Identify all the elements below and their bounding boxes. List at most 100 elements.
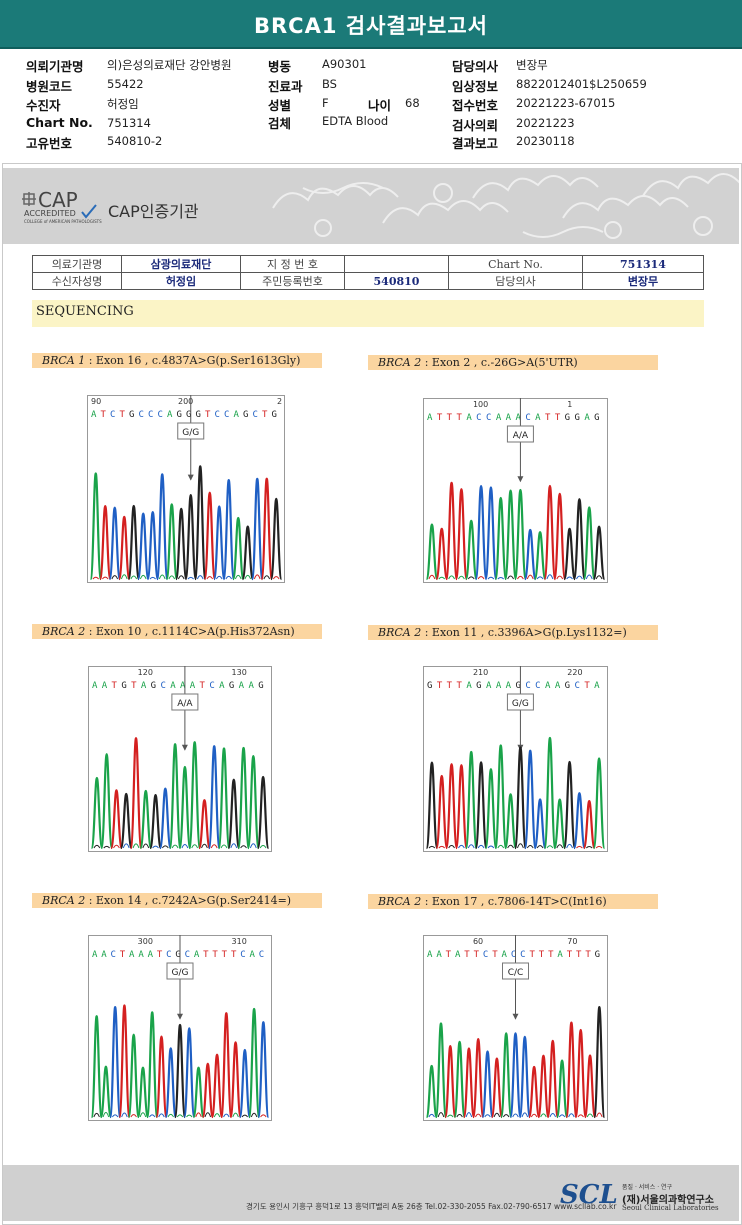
trace-peak xyxy=(582,506,596,581)
trace-noise xyxy=(577,1114,584,1118)
base-letter: T xyxy=(474,950,480,960)
base-letter: A xyxy=(506,413,512,423)
trace-peak xyxy=(592,525,606,581)
trace-noise xyxy=(232,1112,239,1118)
ward-label: 병동 xyxy=(268,59,292,74)
position-tick: 1 xyxy=(567,400,572,409)
table-cell: 의료기관명 xyxy=(32,255,122,273)
base-letter: C xyxy=(158,410,163,420)
trace-noise xyxy=(195,1112,202,1118)
call-arrowhead xyxy=(517,476,524,483)
clinical-label: 임상정보 xyxy=(452,79,499,94)
table-cell: 변장무 xyxy=(582,272,704,290)
position-tick: 310 xyxy=(232,937,247,946)
base-letter: C xyxy=(215,410,220,420)
position-tick: 2 xyxy=(277,397,282,406)
trace-noise xyxy=(152,845,159,849)
chromatogram: 60 70A A T A T T C T A C C T T T A T T T GC/C xyxy=(423,935,608,1121)
trace-peak xyxy=(434,1022,448,1119)
genotype-call: A/A xyxy=(177,699,193,709)
trace-peak xyxy=(260,477,274,581)
trace-noise xyxy=(517,575,524,580)
base-letter: C xyxy=(240,950,245,960)
scl-tagline: 품질 · 서비스 · 연구 xyxy=(622,1184,673,1191)
base-letter: T xyxy=(101,410,107,420)
position-tick: 220 xyxy=(567,668,582,677)
trace-noise xyxy=(576,575,583,580)
trace-noise xyxy=(516,843,524,849)
trace-peak xyxy=(220,1012,233,1119)
base-letter: A xyxy=(190,681,196,691)
trace-peak xyxy=(533,798,547,850)
trace-noise xyxy=(223,1113,230,1118)
trace-peak xyxy=(543,736,557,850)
trace-noise xyxy=(556,575,564,580)
genotype-box xyxy=(166,962,194,980)
trace-noise xyxy=(130,575,138,580)
genotype-box xyxy=(171,693,199,711)
variant-caption: BRCA 2 : Exon 17 , c.7806-14T>C(Int16) xyxy=(368,894,658,909)
trace-noise xyxy=(260,1114,267,1118)
trace-peak xyxy=(462,1047,476,1119)
trace-peak xyxy=(464,750,478,850)
genotype-box xyxy=(502,962,529,980)
base-letter: G xyxy=(196,410,201,420)
trace-noise xyxy=(595,575,603,580)
trace-noise xyxy=(428,574,436,580)
base-letter: T xyxy=(231,950,237,960)
variant-description: : Exon 17 , c.7806-14T>C(Int16) xyxy=(421,895,607,908)
trace-noise xyxy=(530,1113,538,1118)
trace-noise xyxy=(448,845,455,849)
trace-peak xyxy=(168,743,182,850)
trace-peak xyxy=(108,1006,122,1119)
trace-noise xyxy=(507,575,514,580)
position-tick: 60 xyxy=(473,937,483,946)
base-letter: T xyxy=(446,950,452,960)
base-letter: A xyxy=(148,950,154,960)
trace-noise xyxy=(181,844,189,849)
base-letter: C xyxy=(160,681,165,691)
trace-noise xyxy=(558,1114,566,1118)
trace-peak xyxy=(127,1033,140,1119)
cap-college: COLLEGE of AMERICAN PATHOLOGISTS xyxy=(24,219,102,224)
trace-noise xyxy=(438,576,446,580)
specimen-value: EDTA Blood xyxy=(322,114,389,128)
base-letter: C xyxy=(486,413,491,423)
sex-value: F xyxy=(322,96,329,110)
receipt-label: 접수번호 xyxy=(452,98,499,113)
base-letter: T xyxy=(203,950,209,960)
trace-peak xyxy=(523,749,537,850)
base-letter: T xyxy=(447,681,453,691)
trace-peak xyxy=(192,1066,205,1119)
trace-noise xyxy=(204,1112,212,1118)
trace-noise xyxy=(113,844,120,849)
trace-noise xyxy=(467,576,475,580)
base-letter: T xyxy=(200,681,206,691)
trace-peak xyxy=(592,757,606,850)
hospital-code-label: 병원코드 xyxy=(26,79,73,94)
trace-noise xyxy=(595,845,603,849)
trace-noise xyxy=(250,1112,258,1118)
trace-peak xyxy=(117,515,131,581)
trace-noise xyxy=(536,576,544,580)
trace-noise xyxy=(158,574,166,580)
trace-noise xyxy=(206,576,214,580)
base-letter: G xyxy=(476,681,481,691)
trace-peak xyxy=(155,473,169,581)
trace-noise xyxy=(249,843,257,849)
trace-noise xyxy=(497,576,505,580)
trace-peak xyxy=(499,1032,513,1119)
trace-noise xyxy=(596,1112,603,1118)
trace-peak xyxy=(257,1021,270,1119)
trace-peak xyxy=(504,489,518,581)
base-letter: A xyxy=(129,950,135,960)
base-letter: G xyxy=(575,413,580,423)
trace-noise xyxy=(458,844,465,849)
trace-noise xyxy=(142,843,150,849)
chart-label: Chart No. xyxy=(26,115,93,130)
base-letter: T xyxy=(447,413,453,423)
trace-noise xyxy=(474,1113,482,1118)
trace-noise xyxy=(103,845,110,849)
recipient-label: 수진자 xyxy=(26,98,61,113)
base-letter: G xyxy=(229,681,234,691)
